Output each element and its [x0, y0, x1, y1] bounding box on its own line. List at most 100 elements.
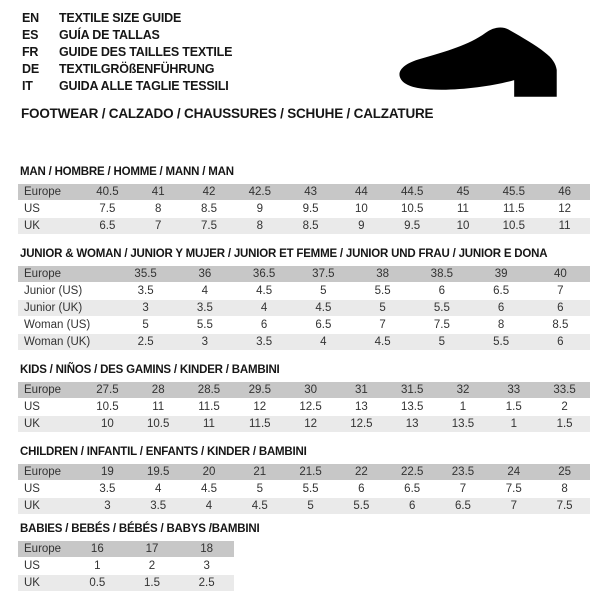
size-row-us: US 1 2 3	[18, 558, 234, 574]
size-cell: 33	[488, 382, 540, 398]
size-cell: 40.5	[82, 184, 133, 200]
size-cell: 46	[539, 184, 590, 200]
row-label: Europe	[18, 266, 116, 282]
size-cell: 3.5	[116, 283, 176, 299]
size-cell: 36.5	[234, 266, 294, 282]
language-label: GUÍA DE TALLAS	[59, 27, 160, 42]
size-cell: 4.5	[353, 334, 413, 350]
size-row-woman-us: Woman (US) 5 5.5 6 6.5 7 7.5 8 8.5	[18, 317, 590, 333]
size-cell: 19	[82, 464, 133, 480]
size-row-europe: Europe 19 19.5 20 21 21.5 22 22.5 23.5 24 25	[18, 464, 590, 480]
size-cell: 40	[530, 266, 590, 282]
size-cell: 31	[335, 382, 387, 398]
size-cell: 7	[353, 317, 413, 333]
category-line: FOOTWEAR / CALZADO / CHAUSSURES / SCHUHE…	[21, 106, 434, 121]
size-row-europe: Europe 35.5 36 36.5 37.5 38 38.5 39 40	[18, 266, 590, 282]
size-cell: 22.5	[386, 464, 438, 480]
row-label: Europe	[18, 184, 82, 200]
size-cell: 23.5	[437, 464, 489, 480]
language-row-de: DE TEXTILGRÖßENFÜHRUNG	[22, 60, 232, 77]
language-label: GUIDA ALLE TAGLIE TESSILI	[59, 78, 229, 93]
size-cell: 7.5	[488, 481, 540, 497]
size-cell: 9.5	[386, 218, 438, 234]
row-label: US	[18, 481, 82, 497]
section-kids: KIDS / NIÑOS / DES GAMINS / KINDER / BAM…	[18, 364, 590, 433]
size-cell: 11.5	[183, 399, 235, 415]
size-cell: 12.5	[285, 399, 336, 415]
size-cell: 2	[124, 558, 180, 574]
size-cell: 44	[335, 184, 387, 200]
size-cell: 6	[412, 283, 472, 299]
size-cell: 5.5	[471, 334, 531, 350]
size-cell: 38	[353, 266, 413, 282]
size-table-title: CHILDREN / INFANTIL / ENFANTS / KINDER /…	[20, 446, 307, 458]
size-cell: 2.5	[179, 575, 234, 591]
size-cell: 12.5	[335, 416, 387, 432]
size-cell: 10.5	[82, 399, 133, 415]
size-cell: 39	[471, 266, 531, 282]
size-cell: 2	[539, 399, 590, 415]
size-row-uk: UK 6.5 7 7.5 8 8.5 9 9.5 10 10.5 11	[18, 218, 590, 234]
size-cell: 7	[437, 481, 489, 497]
size-table-kids: Europe 27.5 28 28.5 29.5 30 31 31.5 32 33 33.5 US 10…	[18, 381, 590, 433]
language-row-en: EN TEXTILE SIZE GUIDE	[22, 9, 232, 26]
language-label: TEXTILE SIZE GUIDE	[59, 10, 182, 25]
size-cell: 42.5	[234, 184, 286, 200]
size-cell: 8.5	[530, 317, 590, 333]
row-label: UK	[18, 218, 82, 234]
language-code: ES	[22, 27, 39, 42]
size-cell: 31.5	[386, 382, 438, 398]
row-label: US	[18, 399, 82, 415]
size-cell: 30	[285, 382, 336, 398]
size-cell: 10.5	[386, 201, 438, 217]
size-row-junior-uk: Junior (UK) 3 3.5 4 4.5 5 5.5 6 6	[18, 300, 590, 316]
size-cell: 9.5	[285, 201, 336, 217]
size-cell: 7.5	[183, 218, 235, 234]
size-table-junior-woman: Europe 35.5 36 36.5 37.5 38 38.5 39 40 Junior (US…	[18, 265, 590, 351]
size-cell: 9	[335, 218, 387, 234]
size-cell: 4	[175, 283, 235, 299]
size-cell: 5	[353, 300, 413, 316]
size-cell: 7	[488, 498, 540, 514]
size-cell: 4.5	[293, 300, 353, 316]
size-cell: 5	[293, 283, 353, 299]
size-cell: 3.5	[82, 481, 133, 497]
size-cell: 4	[132, 481, 184, 497]
row-label: UK	[18, 416, 82, 432]
size-cell: 7.5	[82, 201, 133, 217]
size-cell: 28	[132, 382, 184, 398]
size-cell: 6	[530, 334, 590, 350]
size-cell: 2.5	[116, 334, 176, 350]
size-cell: 4	[183, 498, 235, 514]
size-cell: 7.5	[539, 498, 590, 514]
language-list: EN TEXTILE SIZE GUIDE ES GUÍA DE TALLAS …	[22, 9, 232, 94]
section-children: CHILDREN / INFANTIL / ENFANTS / KINDER /…	[18, 446, 590, 515]
row-label: Junior (US)	[18, 283, 116, 299]
size-cell: 5	[285, 498, 336, 514]
size-cell: 25	[539, 464, 590, 480]
size-cell: 17	[124, 541, 180, 557]
size-cell: 5.5	[353, 283, 413, 299]
size-cell: 5	[234, 481, 286, 497]
language-code: DE	[22, 61, 39, 76]
size-cell: 24	[488, 464, 540, 480]
size-cell: 45.5	[488, 184, 540, 200]
language-code: IT	[22, 78, 33, 93]
language-row-es: ES GUÍA DE TALLAS	[22, 26, 232, 43]
size-row-europe: Europe 40.5 41 42 42.5 43 44 44.5 45 45.5 46	[18, 184, 590, 200]
section-junior-woman: JUNIOR & WOMAN / JUNIOR Y MUJER / JUNIOR…	[18, 248, 590, 351]
size-cell: 37.5	[293, 266, 353, 282]
size-cell: 10.5	[132, 416, 184, 432]
size-cell: 28.5	[183, 382, 235, 398]
size-cell: 41	[132, 184, 184, 200]
row-label: Europe	[18, 382, 82, 398]
size-cell: 3.5	[175, 300, 235, 316]
size-cell: 6.5	[82, 218, 133, 234]
size-cell: 6.5	[293, 317, 353, 333]
size-cell: 13	[335, 399, 387, 415]
size-cell: 10	[335, 201, 387, 217]
row-label: Europe	[18, 541, 70, 557]
row-label: UK	[18, 575, 70, 591]
size-row-us: US 7.5 8 8.5 9 9.5 10 10.5 11 11.5 12	[18, 201, 590, 217]
size-cell: 3.5	[234, 334, 294, 350]
